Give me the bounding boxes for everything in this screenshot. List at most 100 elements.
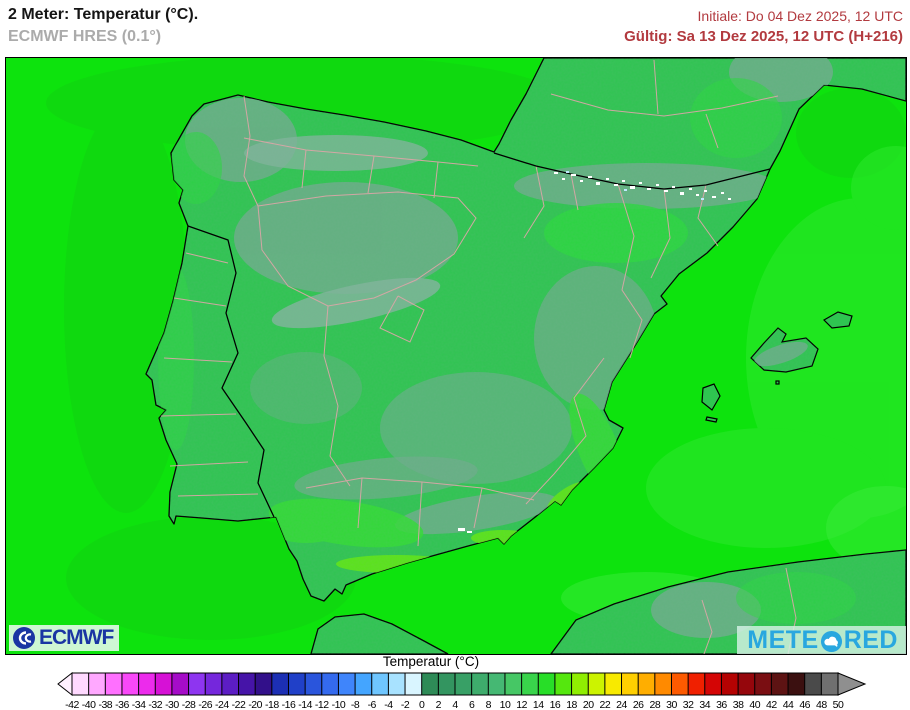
legend-cell (421, 672, 440, 696)
legend-tick-label: 28 (649, 699, 660, 710)
legend-cell (637, 672, 656, 696)
legend-tick-label: 10 (500, 699, 511, 710)
legend-tick-label: -18 (265, 699, 279, 710)
legend-tick-label: 0 (419, 699, 425, 710)
legend-tick-label: -24 (215, 699, 229, 710)
legend-tick-label: 42 (766, 699, 777, 710)
legend-cell (188, 672, 207, 696)
legend-cell (71, 672, 90, 696)
ecmwf-logo-icon (13, 627, 35, 649)
legend-tick-label: -38 (98, 699, 112, 710)
legend-cell (387, 672, 406, 696)
legend-cell (104, 672, 123, 696)
legend-tick-label: -10 (332, 699, 346, 710)
legend-cell (670, 672, 690, 696)
legend-cell (221, 672, 240, 696)
legend-title: Temperatur (°C) (382, 654, 480, 669)
pyrenees-snow (554, 171, 731, 200)
legend-cell (471, 672, 490, 696)
temperature-colorbar: -42 -40 -38 -36 -34 -32 -30 -28 -26 -24 -22 -20 -18-… (57, 671, 867, 710)
legend-tick-label: 24 (616, 699, 627, 710)
legend-cell (304, 672, 323, 696)
legend-cell (621, 672, 640, 696)
legend-tick-label: -8 (351, 699, 360, 710)
legend-cell (238, 672, 257, 696)
legend-cell (587, 672, 606, 696)
legend-tick-label: -12 (315, 699, 329, 710)
legend-tick-label: 34 (699, 699, 710, 710)
legend-tick-label: 14 (533, 699, 544, 710)
legend-cell (204, 672, 223, 696)
legend-tick-label: -42 (65, 699, 79, 710)
legend-cell (787, 672, 806, 696)
legend-tick-label: -14 (298, 699, 312, 710)
init-time-label: Initiale: Do 04 Dez 2025, 12 UTC (697, 8, 903, 24)
legend-cell (770, 672, 789, 696)
legend-cell (687, 672, 706, 696)
legend-tick-label: 8 (486, 699, 492, 710)
spain-france-border (493, 152, 771, 190)
legend-tick-label: 30 (666, 699, 677, 710)
legend-cell (804, 672, 823, 696)
legend-tick-label: 46 (799, 699, 810, 710)
legend-cell (504, 672, 523, 696)
legend-cell (121, 672, 140, 696)
legend-tick-label: 4 (452, 699, 458, 710)
valid-time-label: Gültig: Sa 13 Dez 2025, 12 UTC (H+216) (624, 28, 903, 45)
legend-cell (737, 672, 756, 696)
legend-tick-label: 32 (683, 699, 694, 710)
legend-cell (404, 672, 423, 696)
meteored-o-cloud-icon (820, 630, 842, 652)
meteored-logo-text-post: RED (843, 625, 898, 654)
legend-tick-label: -4 (384, 699, 393, 710)
legend-tick-label: -16 (282, 699, 296, 710)
legend-cell (88, 672, 107, 696)
temperature-map-svg (6, 58, 906, 654)
legend-cell (720, 672, 739, 696)
legend-cell (321, 672, 340, 696)
meteored-logo: METE RED (737, 626, 906, 654)
legend-tick-label: 38 (733, 699, 744, 710)
legend-cell (254, 672, 273, 696)
legend-cell (754, 672, 773, 696)
legend-tick-label: 12 (516, 699, 527, 710)
legend-tick-label: -2 (401, 699, 410, 710)
legend-cell (554, 672, 573, 696)
legend-tick-label: 36 (716, 699, 727, 710)
model-subtitle: ECMWF HRES (0.1°) (8, 28, 162, 45)
legend-tick-label: -40 (82, 699, 96, 710)
legend-tick-label: -20 (248, 699, 262, 710)
legend-cell (487, 672, 506, 696)
legend-cell (271, 672, 290, 696)
country-borders (187, 152, 771, 518)
legend-tick-label: 22 (600, 699, 611, 710)
legend-right-arrow (837, 672, 867, 696)
legend-cell (521, 672, 540, 696)
legend-tick-label: -28 (182, 699, 196, 710)
legend-cell (704, 672, 723, 696)
legend-tick-label: -6 (368, 699, 377, 710)
spain-portugal-border (187, 225, 275, 518)
legend-tick-label: 20 (583, 699, 594, 710)
legend-tick-label: 26 (633, 699, 644, 710)
legend-cell (287, 672, 307, 696)
legend-tick-label: -34 (132, 699, 146, 710)
legend-tick-label: 40 (749, 699, 760, 710)
legend-tick-label: -30 (165, 699, 179, 710)
ecmwf-logo: ECMWF (9, 625, 120, 651)
legend-cell (537, 672, 556, 696)
legend-cell (171, 672, 190, 696)
legend-cell (337, 672, 356, 696)
legend-cell (454, 672, 473, 696)
legend-tick-label: 16 (550, 699, 561, 710)
legend-tick-label: 44 (783, 699, 794, 710)
weather-map-image: ECMWF METE RED (5, 57, 907, 655)
chart-title: 2 Meter: Temperatur (°C). (8, 6, 199, 23)
legend-cell (371, 672, 390, 696)
ecmwf-logo-text: ECMWF (39, 626, 114, 649)
admin-borders (160, 59, 797, 654)
legend-tick-label: -36 (115, 699, 129, 710)
legend-cell (154, 672, 173, 696)
legend-tick-label: 2 (436, 699, 442, 710)
